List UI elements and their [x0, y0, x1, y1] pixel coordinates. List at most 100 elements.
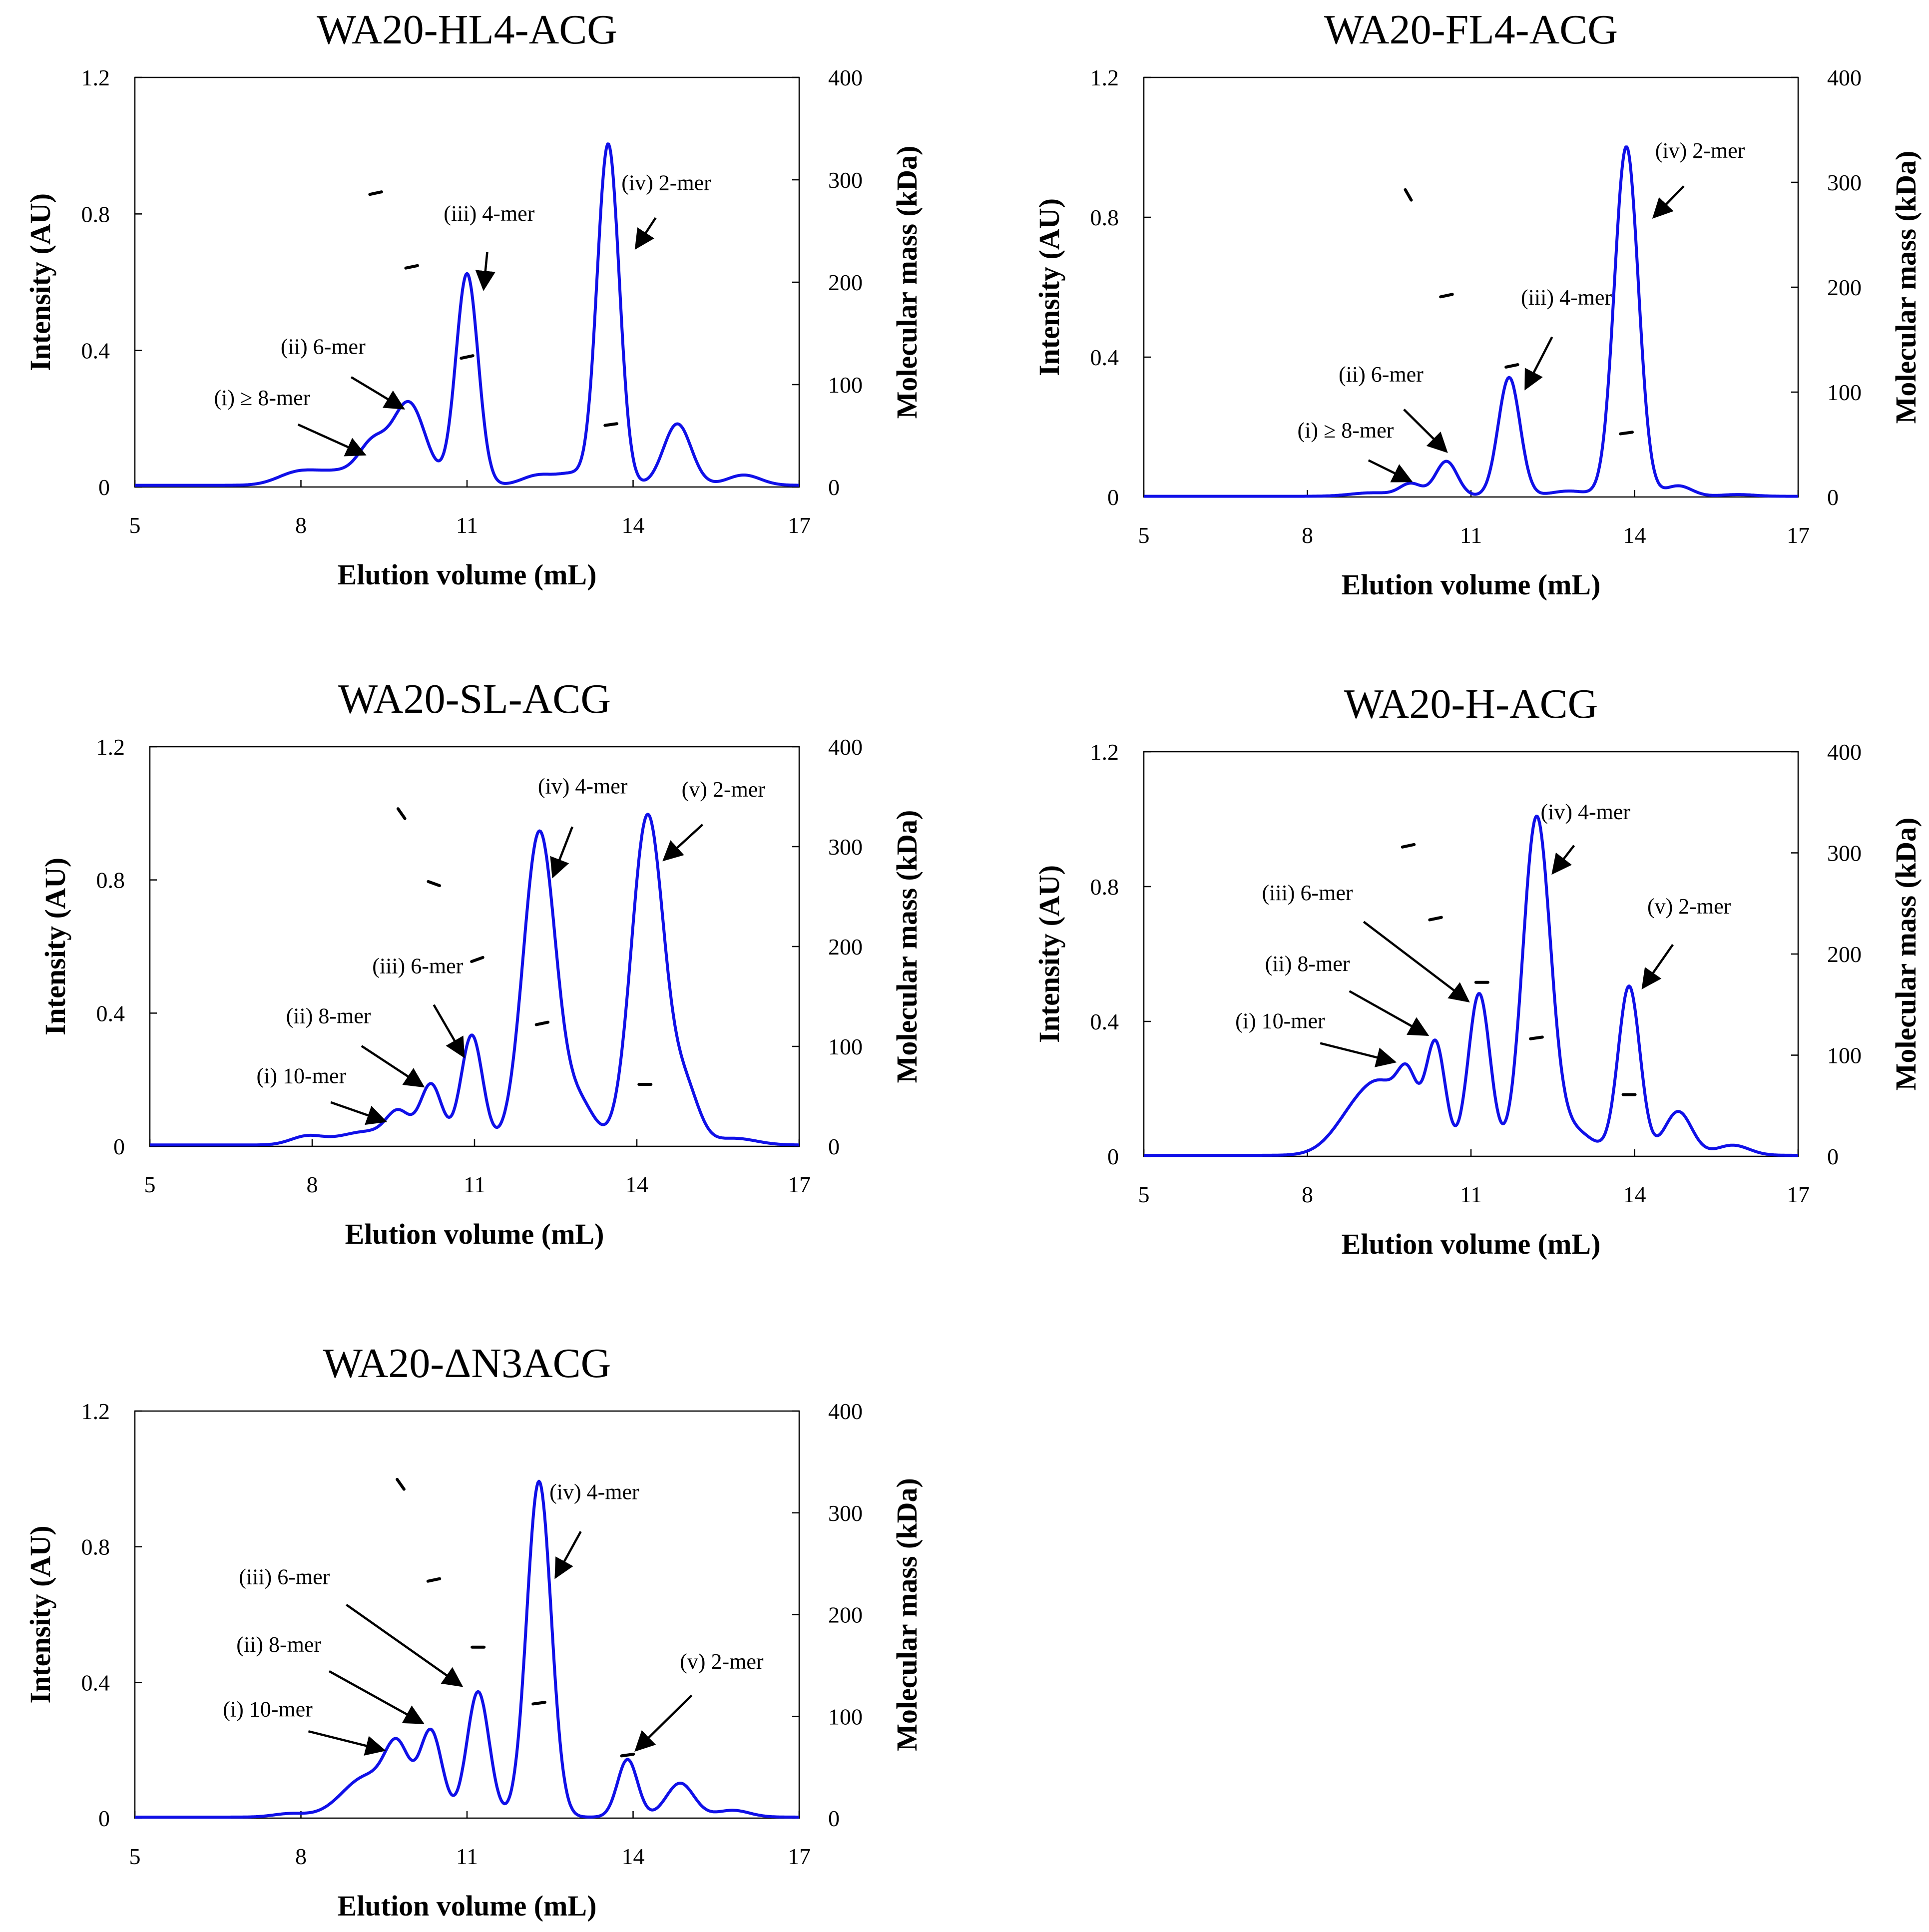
x-tick-label: 14: [622, 1844, 645, 1869]
x-tick-label: 8: [1302, 1182, 1313, 1207]
chart-title: WA20-ΔN3ACG: [323, 1340, 611, 1387]
y2-tick-label: 0: [1827, 484, 1839, 510]
intensity-curve: [149, 813, 800, 1147]
y2-tick-label: 0: [828, 1806, 840, 1831]
peak-label: (ii) 8-mer: [286, 1003, 371, 1028]
mass-point: [603, 422, 619, 427]
y2-axis-label: Molecular mass (kDa): [891, 1478, 923, 1751]
y2-tick-label: 0: [828, 475, 840, 500]
x-axis-label: Elution volume (mL): [1342, 568, 1601, 601]
peak-arrow: [634, 1694, 693, 1752]
mass-point: [1504, 363, 1519, 369]
peak-arrow: [361, 1045, 425, 1088]
y-axis-label: Intensity (AU): [39, 858, 71, 1035]
peak-label: (i) ≥ 8-mer: [1298, 418, 1394, 443]
chart-title: WA20-FL4-ACG: [1324, 6, 1618, 53]
peak-arrow: [475, 252, 495, 291]
x-tick-label: 5: [129, 1844, 141, 1869]
y2-axis-label: Molecular mass (kDa): [1890, 151, 1922, 424]
x-tick-label: 11: [464, 1172, 485, 1197]
y-axis-label: Intensity (AU): [24, 1525, 56, 1703]
peak-arrow: [330, 1101, 388, 1125]
peak-arrow: [350, 376, 406, 410]
y-tick-label: 0: [98, 1806, 110, 1831]
chart-panel-3: WA20-SL-ACG 5 8 11 14 17 0 0.4 0.8 1.2 0 100 200 300 4…: [39, 676, 923, 1250]
x-tick-label: 8: [295, 512, 307, 538]
peak-arrow: [1652, 185, 1685, 219]
x-tick-label: 8: [307, 1172, 318, 1197]
y-tick-label: 0.4: [1090, 345, 1119, 370]
mass-point: [1619, 431, 1634, 436]
x-tick-label: 5: [144, 1172, 156, 1197]
peak-arrow: [1403, 409, 1448, 453]
x-tick-label: 17: [1787, 522, 1810, 548]
mass-point: [534, 1020, 550, 1026]
peak-label: (iii) 6-mer: [372, 954, 463, 978]
x-tick-label: 17: [788, 1844, 811, 1869]
peak-label: (iii) 6-mer: [239, 1564, 330, 1589]
y2-tick-label: 400: [828, 1399, 863, 1424]
x-tick-label: 17: [788, 512, 811, 538]
x-tick-label: 11: [1460, 522, 1482, 548]
chart-title: WA20-H-ACG: [1344, 681, 1598, 727]
x-tick-label: 11: [1460, 1182, 1482, 1207]
y-axis-label: Intensity (AU): [24, 193, 56, 371]
x-tick-label: 14: [625, 1172, 648, 1197]
mass-point: [1404, 188, 1413, 202]
peak-arrow: [1349, 990, 1430, 1036]
mass-point: [396, 807, 407, 820]
y-tick-label: 0.4: [96, 1000, 125, 1026]
y2-tick-label: 200: [1827, 942, 1862, 967]
y-tick-label: 0.8: [1090, 874, 1119, 900]
y-tick-label: 0: [113, 1134, 125, 1159]
x-axis-label: Elution volume (mL): [1342, 1228, 1601, 1260]
mass-point: [531, 1701, 546, 1706]
peak-label: (v) 2-mer: [682, 777, 766, 802]
y2-tick-label: 300: [828, 1500, 863, 1526]
y2-tick-label: 100: [828, 1034, 863, 1059]
plot-frame: [134, 76, 800, 488]
y-axis-label: Intensity (AU): [1033, 198, 1065, 376]
y2-tick-label: 100: [1827, 1043, 1862, 1068]
y-tick-label: 1.2: [1090, 739, 1119, 765]
x-tick-label: 17: [1787, 1182, 1810, 1207]
peak-arrow: [328, 1670, 425, 1724]
x-tick-label: 8: [295, 1844, 307, 1869]
mass-point: [1439, 293, 1454, 299]
x-axis-label: Elution volume (mL): [338, 1890, 597, 1922]
y2-tick-label: 200: [828, 1602, 863, 1628]
mass-point: [426, 1577, 442, 1583]
y2-tick-label: 0: [1827, 1144, 1839, 1169]
y-tick-label: 0: [1107, 484, 1119, 510]
y-tick-label: 0.4: [1090, 1009, 1119, 1034]
peak-label: (ii) 8-mer: [236, 1632, 321, 1657]
peak-arrow: [1551, 845, 1575, 875]
chart-panel-2: WA20-FL4-ACG 5 8 11 14 17 0 0.4 0.8 1.2 0 100 200 300…: [1033, 6, 1922, 601]
x-tick-label: 14: [1623, 1182, 1646, 1207]
y2-tick-label: 200: [828, 270, 863, 295]
peak-label: (iv) 2-mer: [1655, 138, 1745, 163]
y2-tick-label: 300: [1827, 170, 1862, 195]
peak-arrow: [554, 1531, 582, 1579]
intensity-curve: [1143, 145, 1799, 498]
peak-label: (i) 10-mer: [257, 1063, 347, 1088]
y-tick-label: 1.2: [81, 65, 110, 90]
peak-arrow: [297, 423, 367, 457]
peak-arrow: [433, 1004, 465, 1058]
mass-point: [1529, 1035, 1544, 1040]
chart-title: WA20-SL-ACG: [338, 676, 611, 722]
y2-tick-label: 200: [1827, 275, 1862, 300]
y2-tick-label: 300: [828, 834, 863, 860]
peak-label: (i) ≥ 8-mer: [214, 386, 311, 410]
peak-arrow: [308, 1730, 386, 1756]
x-tick-label: 11: [456, 512, 478, 538]
x-tick-label: 5: [129, 512, 141, 538]
y2-axis-label: Molecular mass (kDa): [891, 146, 923, 419]
peak-label: (iv) 4-mer: [538, 774, 628, 798]
plot-frame: [1143, 751, 1799, 1157]
plot-frame: [134, 1410, 800, 1819]
peak-label: (ii) 6-mer: [281, 335, 366, 359]
peak-arrow: [662, 824, 704, 862]
peak-label: (ii) 8-mer: [1265, 952, 1350, 976]
